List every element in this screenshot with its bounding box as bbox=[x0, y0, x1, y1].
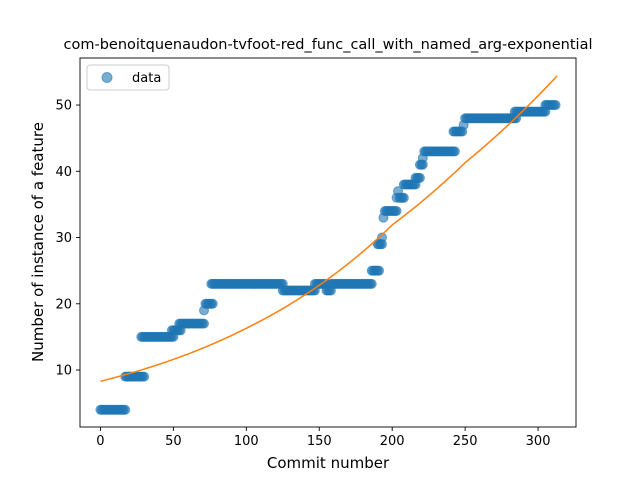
data-point bbox=[207, 298, 218, 309]
plot-frame bbox=[79, 57, 577, 428]
data-point bbox=[391, 206, 402, 217]
data-point bbox=[398, 192, 409, 203]
x-tick-label: 150 bbox=[307, 434, 332, 449]
legend-box bbox=[86, 64, 170, 91]
legend-label-data: data bbox=[132, 71, 161, 86]
y-tick-label: 20 bbox=[55, 297, 72, 312]
data-point bbox=[449, 146, 460, 157]
data-point bbox=[120, 404, 131, 415]
x-tick-label: 300 bbox=[526, 434, 551, 449]
y-tick-label: 40 bbox=[55, 165, 72, 180]
x-tick-label: 200 bbox=[380, 434, 405, 449]
x-axis-label: Commit number bbox=[267, 454, 390, 472]
axis-ticks: 0 50 100 150 200 250 300 10 20 30 40 50 bbox=[55, 99, 550, 449]
x-tick-label: 0 bbox=[96, 434, 104, 449]
data-point bbox=[550, 100, 561, 111]
y-axis-label: Number of instance of a feature bbox=[29, 122, 47, 362]
data-point bbox=[414, 172, 425, 183]
x-tick-label: 50 bbox=[165, 434, 182, 449]
y-tick-label: 30 bbox=[55, 231, 72, 246]
data-point bbox=[376, 232, 387, 243]
data-point bbox=[374, 265, 385, 276]
data-point bbox=[139, 371, 150, 382]
chart-title: com-benoitquenaudon-tvfoot-red_func_call… bbox=[64, 37, 593, 53]
x-tick-label: 250 bbox=[453, 434, 478, 449]
exponential-fit-line bbox=[100, 75, 558, 383]
legend-marker-data bbox=[101, 72, 113, 83]
data-point bbox=[366, 278, 377, 289]
series-data-points bbox=[95, 100, 561, 415]
legend: data bbox=[86, 64, 170, 91]
data-point bbox=[199, 318, 209, 329]
y-tick-label: 10 bbox=[55, 364, 72, 379]
plot-area bbox=[95, 75, 561, 415]
y-tick-label: 50 bbox=[55, 99, 72, 114]
x-tick-label: 100 bbox=[234, 434, 259, 449]
